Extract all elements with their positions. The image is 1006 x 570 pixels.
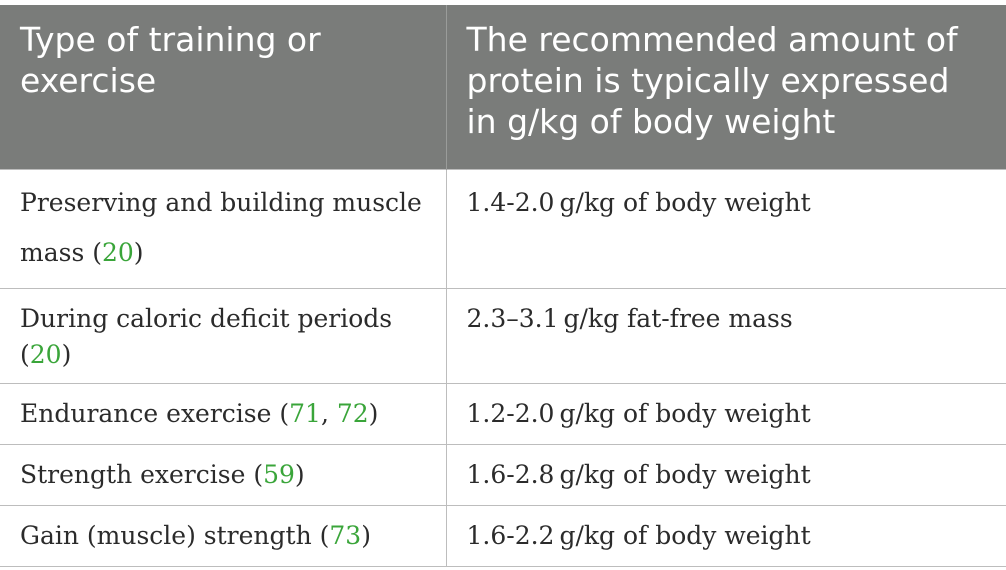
- training-type-text: ): [368, 398, 379, 428]
- training-type-text: ,: [320, 398, 337, 428]
- reference-link[interactable]: 20: [101, 237, 134, 267]
- training-type-cell: During caloric deficit periods (20): [0, 287, 447, 384]
- table-row: During caloric deficit periods (20) 2.3–…: [0, 287, 1006, 384]
- training-type-cell: Strength exercise (59): [0, 443, 447, 506]
- reference-link[interactable]: 73: [329, 520, 362, 550]
- protein-amount-cell: 1.6-2.2 g/kg of body weight: [445, 504, 1006, 567]
- protein-recommendation-table: Type of training or exercise The recomme…: [0, 5, 1006, 567]
- training-type-cell: Gain (muscle) strength (73): [0, 504, 447, 567]
- reference-link[interactable]: 72: [336, 398, 369, 428]
- header-row: Type of training or exercise The recomme…: [0, 5, 1006, 169]
- training-type-text: During caloric deficit periods (: [20, 303, 393, 369]
- reference-link[interactable]: 20: [29, 339, 62, 369]
- protein-amount-cell: 1.6-2.8 g/kg of body weight: [445, 443, 1006, 506]
- header-protein-amount: The recommended amount of protein is typ…: [445, 5, 1006, 169]
- table-row: Gain (muscle) strength (73) 1.6-2.2 g/kg…: [0, 504, 1006, 567]
- table-row: Endurance exercise (71, 72) 1.2-2.0 g/kg…: [0, 382, 1006, 445]
- protein-amount-cell: 1.4-2.0 g/kg of body weight: [445, 168, 1006, 289]
- protein-amount-cell: 1.2-2.0 g/kg of body weight: [445, 382, 1006, 445]
- header-training-type: Type of training or exercise: [0, 5, 447, 169]
- training-type-text: ): [133, 237, 144, 267]
- table-row: Preserving and building muscle mass (20)…: [0, 168, 1006, 289]
- training-type-text: Strength exercise (: [20, 459, 264, 489]
- protein-amount-cell: 2.3–3.1 g/kg fat-free mass: [445, 287, 1006, 384]
- reference-link[interactable]: 71: [289, 398, 321, 428]
- training-type-text: Endurance exercise (: [20, 398, 290, 428]
- training-type-text: ): [294, 459, 305, 489]
- table-row: Strength exercise (59) 1.6-2.8 g/kg of b…: [0, 443, 1006, 506]
- training-type-text: ): [61, 339, 72, 369]
- training-type-text: ): [361, 520, 371, 550]
- training-type-cell: Preserving and building muscle mass (20): [0, 168, 447, 289]
- training-type-text: Preserving and building muscle mass (: [20, 187, 422, 267]
- reference-link[interactable]: 59: [263, 459, 295, 489]
- training-type-text: Gain (muscle) strength (: [20, 520, 330, 550]
- training-type-cell: Endurance exercise (71, 72): [0, 382, 447, 445]
